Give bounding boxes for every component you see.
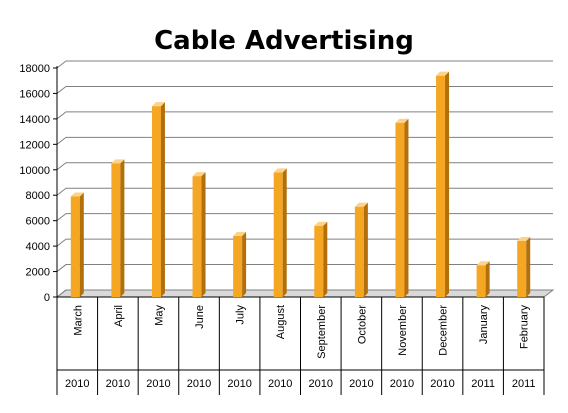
category-label: May [153,305,165,326]
grid-layer [55,60,555,298]
bar-front [70,196,80,297]
y-tick-label: 16000 [19,88,50,100]
year-label: 2010 [430,378,454,390]
bar-front [476,265,486,297]
year-label: 2010 [106,378,130,390]
gridline [56,111,553,120]
bar-top [111,159,125,164]
bar-front [436,75,446,297]
year-label: 2010 [309,378,333,390]
year-label: 2010 [146,378,170,390]
category-label: November [397,305,409,356]
bar-top [436,71,450,76]
year-label: 2010 [390,378,414,390]
bar-side [485,261,490,297]
year-label: 2010 [268,378,292,390]
category-label: August [275,305,287,339]
gridline [56,85,553,94]
y-tick-label: 2000 [26,267,50,279]
gridline [56,289,553,298]
category-label: December [438,305,450,356]
y-tick-label: 0 [44,292,50,304]
y-tick-label: 4000 [26,241,50,253]
bar-top [151,102,165,107]
gridline [56,162,553,171]
year-label: 2010 [65,378,89,390]
bar-layer [70,71,531,298]
bar-top [314,221,328,226]
bar-top [354,202,368,207]
bar [273,168,287,297]
bar [354,202,368,297]
y-tick-label: 14000 [19,114,50,126]
bar-front [192,176,202,297]
category-label: March [72,305,84,336]
bar-top [517,237,531,242]
bar [70,192,84,297]
bar-top [395,118,409,123]
gridline [56,264,553,272]
gridline [56,136,553,145]
bar-side [445,71,450,297]
category-label: October [356,305,368,344]
bar-front [233,235,243,297]
year-label: 2011 [512,378,536,390]
category-label: February [519,305,531,350]
chart-title: Cable Advertising [154,26,414,56]
bar [436,71,450,297]
label-layer: 0 2000 4000 6000 8000 10000 12000 14000 16000 180… [19,63,535,390]
bar [151,102,165,298]
bar-side [160,102,165,298]
bar-side [323,221,328,297]
bar-top [233,231,247,236]
bar-side [363,202,368,297]
bar-top [70,192,84,197]
bar-side [201,172,206,297]
y-tick-label: 18000 [19,63,50,75]
year-label: 2011 [471,378,495,390]
gridline [56,238,553,247]
bar-side [242,231,247,297]
y-tick-label: 8000 [26,190,50,202]
bar-side [282,168,287,297]
bar [395,118,409,297]
gridline [56,213,553,222]
bar-front [517,241,527,297]
axis-layer [53,66,545,395]
back-wall [57,61,553,290]
year-label: 2010 [187,378,211,390]
bar [233,231,247,297]
bar-front [111,163,121,297]
bar-side [526,237,531,297]
bar-front [273,172,283,297]
bar-front [151,106,161,298]
bar-side [404,118,409,297]
category-label: June [194,305,206,329]
bar-side [120,159,125,297]
y-tick-label: 10000 [19,165,50,177]
gridline [56,187,553,196]
bar [517,237,531,297]
bar [111,159,125,297]
y-tick-label: 12000 [19,139,50,151]
bar-top [273,168,287,173]
bar-front [354,206,364,297]
bar-front [395,122,405,297]
bar-side [79,192,84,297]
gridline [56,60,553,69]
bar-front [314,225,324,297]
bar [192,172,206,297]
year-label: 2010 [349,378,373,390]
category-label: April [113,305,125,327]
category-label: January [478,305,490,345]
category-label: July [235,305,247,325]
bar [314,221,328,297]
bar [476,261,490,297]
y-tick-label: 6000 [26,216,50,228]
bar-top [476,261,490,266]
bar-top [192,172,206,177]
category-label: September [316,305,328,359]
year-label: 2010 [227,378,251,390]
